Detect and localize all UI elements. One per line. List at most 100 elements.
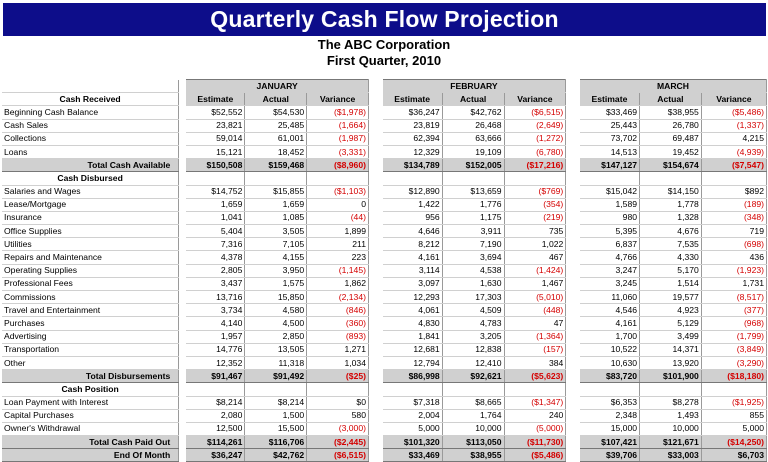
column-gap: [565, 250, 580, 265]
value-cell: $0: [306, 396, 369, 410]
value-cell: (1,364): [504, 330, 567, 344]
column-gap: [565, 211, 580, 225]
column-gap: [565, 132, 580, 146]
column-header: Variance: [504, 92, 567, 107]
value-cell: 12,794: [382, 356, 443, 371]
value-cell: 8,212: [382, 237, 443, 252]
total-value-cell: $113,050: [442, 435, 505, 450]
row-label: Salaries and Wages: [2, 185, 180, 199]
value-cell: 62,394: [382, 132, 443, 146]
value-cell: 1,776: [442, 198, 505, 212]
column-gap: [565, 422, 580, 436]
column-gap: [368, 330, 383, 344]
column-gap: [178, 132, 187, 146]
value-cell: 69,487: [639, 132, 702, 146]
value-cell: 13,716: [186, 290, 246, 305]
value-cell: 980: [579, 211, 641, 226]
column-gap: [178, 105, 187, 120]
blank-cell: [186, 382, 246, 397]
value-cell: $52,552: [186, 105, 246, 120]
total-row: End Of Month $36,247 $42,762 ($6,515) $33,46…: [2, 448, 768, 462]
value-cell: (2,134): [306, 290, 369, 305]
column-gap: [565, 119, 580, 133]
value-cell: (893): [306, 330, 369, 344]
value-cell: 23,819: [382, 119, 443, 133]
row-label: Cash Sales: [2, 119, 180, 133]
value-cell: (377): [701, 303, 768, 318]
value-cell: 4,923: [639, 303, 702, 318]
value-cell: 4,140: [186, 316, 246, 331]
table-row: Commissions 13,716 15,850 (2,134) 12,293 17,3…: [2, 290, 768, 305]
value-cell: 15,000: [579, 422, 641, 437]
total-label: Total Cash Available: [2, 158, 180, 173]
total-value-cell: $101,900: [639, 369, 702, 384]
value-cell: 4,538: [442, 264, 505, 278]
value-cell: (354): [504, 198, 567, 212]
value-cell: 5,129: [639, 316, 702, 331]
table-row: Other 12,352 11,318 1,034 12,794 12,410 384 10,…: [2, 356, 768, 371]
column-gap: [565, 316, 580, 331]
value-cell: (698): [701, 237, 768, 252]
column-gap: [368, 448, 383, 462]
row-label: Transportation: [2, 343, 180, 357]
blank-cell: [442, 171, 505, 186]
column-gap: [178, 145, 187, 159]
value-cell: $8,214: [244, 396, 308, 410]
total-value-cell: ($11,730): [504, 435, 567, 450]
value-cell: (3,000): [306, 422, 369, 437]
row-label: Owner's Withdrawal: [2, 422, 180, 437]
total-value-cell: $107,421: [579, 435, 641, 450]
value-cell: 1,589: [579, 198, 641, 212]
column-gap: [368, 237, 383, 251]
column-gap: [368, 343, 383, 357]
value-cell: 73,702: [579, 132, 641, 146]
total-value-cell: ($14,250): [701, 435, 768, 450]
row-label: Insurance: [2, 211, 180, 226]
value-cell: 13,920: [639, 356, 702, 371]
section-header-row: Cash Received Estimate Actual Variance Estim…: [2, 92, 768, 107]
value-cell: 13,505: [244, 343, 308, 357]
total-value-cell: ($7,547): [701, 158, 768, 173]
column-gap: [178, 250, 187, 265]
column-gap: [368, 396, 383, 410]
total-value-cell: ($5,623): [504, 369, 567, 384]
column-gap: [565, 237, 580, 251]
value-cell: 1,493: [639, 409, 702, 423]
value-cell: 0: [306, 198, 369, 212]
column-gap: [178, 356, 187, 370]
total-value-cell: $154,674: [639, 158, 702, 173]
column-gap: [368, 369, 383, 383]
total-row: Total Cash Available $150,508 $159,468 ($8,…: [2, 158, 768, 173]
value-cell: 3,734: [186, 303, 246, 318]
blank-cell: [639, 171, 702, 186]
column-gap: [368, 316, 383, 331]
value-cell: 3,505: [244, 224, 308, 239]
total-value-cell: $33,469: [382, 448, 443, 462]
value-cell: 2,805: [186, 264, 246, 278]
column-gap: [368, 119, 383, 133]
column-gap: [565, 224, 580, 238]
total-value-cell: $39,706: [579, 448, 641, 462]
table-row: Capital Purchases 2,080 1,500 580 2,004 1,764…: [2, 409, 768, 423]
value-cell: 10,000: [639, 422, 702, 437]
column-gap: [565, 330, 580, 344]
row-label: Capital Purchases: [2, 409, 180, 423]
blank-cell: [244, 171, 308, 186]
blank-cell: [639, 382, 702, 397]
value-cell: $14,150: [639, 185, 702, 199]
table-row: Repairs and Maintenance 4,378 4,155 223 4,16…: [2, 250, 768, 265]
column-header: Variance: [701, 92, 768, 107]
column-gap: [565, 171, 580, 185]
table-row: Lease/Mortgage 1,659 1,659 0 1,422 1,776 (354)…: [2, 198, 768, 212]
value-cell: (360): [306, 316, 369, 331]
row-label: Utilities: [2, 237, 180, 252]
total-value-cell: $6,703: [701, 448, 768, 462]
total-value-cell: $134,789: [382, 158, 443, 173]
table-row: Cash Sales 23,821 25,485 (1,664) 23,819 26,46…: [2, 119, 768, 133]
value-cell: 1,764: [442, 409, 505, 423]
value-cell: 1,500: [244, 409, 308, 423]
value-cell: 19,109: [442, 145, 505, 160]
column-gap: [368, 132, 383, 146]
value-cell: 2,004: [382, 409, 443, 423]
total-value-cell: $114,261: [186, 435, 246, 450]
